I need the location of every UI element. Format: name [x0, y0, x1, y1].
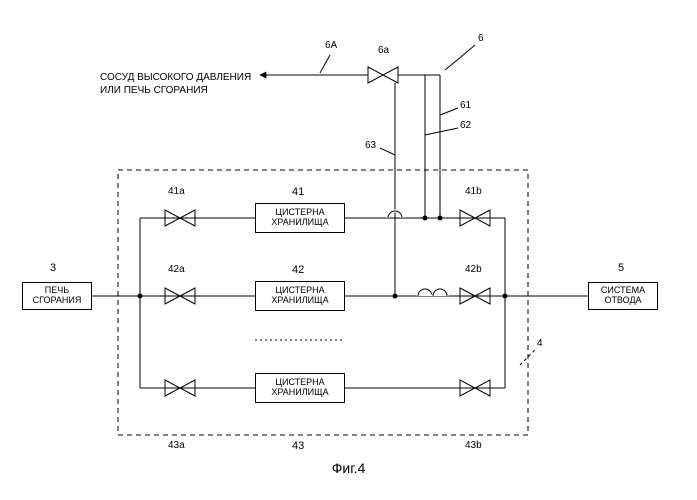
- block-right-label: СИСТЕМАОТВОДА: [601, 286, 645, 306]
- num-43: 43: [292, 440, 304, 452]
- num-42: 42: [292, 264, 304, 276]
- tank-43: ЦИСТЕРНАХРАНИЛИЩА: [255, 373, 345, 403]
- lbl-42b: 42b: [465, 264, 482, 275]
- leader-62: [425, 128, 458, 135]
- tank-42: ЦИСТЕРНАХРАНИЛИЩА: [255, 281, 345, 311]
- lbl-42a: 42a: [168, 264, 185, 275]
- lbl-41a: 41a: [168, 186, 185, 197]
- tank-41-label: ЦИСТЕРНАХРАНИЛИЩА: [271, 208, 328, 228]
- lbl-6A: 6A: [325, 40, 337, 51]
- block-right: СИСТЕМАОТВОДА: [588, 282, 658, 310]
- lbl-62: 62: [460, 120, 471, 131]
- diagram-root: ПЕЧЬСГОРАНИЯ СИСТЕМАОТВОДА ЦИСТЕРНАХРАНИ…: [0, 0, 697, 500]
- figure-caption: Фиг.4: [332, 460, 366, 476]
- lbl-63: 63: [365, 140, 376, 151]
- block-left-label: ПЕЧЬСГОРАНИЯ: [33, 286, 82, 306]
- lbl-4: 4: [537, 338, 543, 349]
- leader-6A: [320, 55, 330, 73]
- lbl-6a: 6a: [378, 45, 389, 56]
- num-5: 5: [618, 262, 624, 274]
- outlet-text-2: ИЛИ ПЕЧЬ СГОРАНИЯ: [100, 85, 208, 96]
- leader-6: [445, 45, 475, 70]
- leader-61: [440, 108, 458, 115]
- tank-41: ЦИСТЕРНАХРАНИЛИЩА: [255, 203, 345, 233]
- valve-6a: [368, 67, 398, 83]
- num-3: 3: [50, 262, 56, 274]
- lbl-43a: 43a: [168, 440, 185, 451]
- leader-63: [380, 148, 395, 155]
- lbl-41b: 41b: [465, 186, 482, 197]
- block-left: ПЕЧЬСГОРАНИЯ: [22, 282, 92, 310]
- tank-42-label: ЦИСТЕРНАХРАНИЛИЩА: [271, 286, 328, 306]
- lbl-6: 6: [478, 33, 484, 44]
- lbl-61: 61: [460, 100, 471, 111]
- lbl-43b: 43b: [465, 440, 482, 451]
- outlet-text-1: СОСУД ВЫСОКОГО ДАВЛЕНИЯ: [100, 72, 251, 83]
- tank-43-label: ЦИСТЕРНАХРАНИЛИЩА: [271, 378, 328, 398]
- num-41: 41: [292, 186, 304, 198]
